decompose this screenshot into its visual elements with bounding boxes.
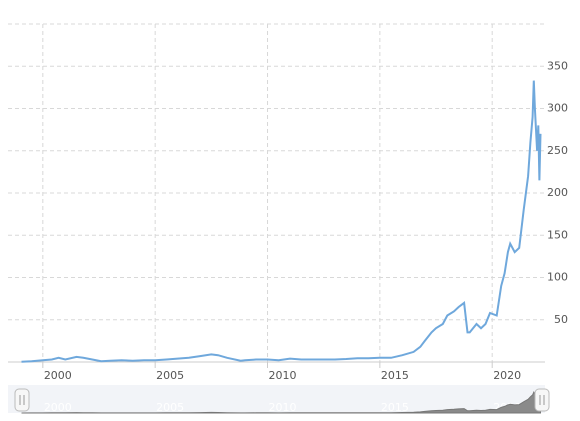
navigator-label: 2000	[44, 401, 72, 414]
y-tick-label: 150	[547, 228, 568, 241]
x-tick-label: 2005	[156, 369, 184, 382]
navigator-label: 2010	[269, 401, 297, 414]
x-tick-label: 2020	[493, 369, 521, 382]
x-tick-label: 2010	[269, 369, 297, 382]
navigator-label: 2005	[156, 401, 184, 414]
y-tick-label: 200	[547, 186, 568, 199]
y-tick-label: 300	[547, 102, 568, 115]
navigator-handle[interactable]	[534, 388, 550, 412]
x-tick-label: 2015	[381, 369, 409, 382]
x-tick-label: 2000	[44, 369, 72, 382]
y-tick-label: 250	[547, 144, 568, 157]
y-tick-label: 50	[554, 313, 568, 326]
y-tick-label: 100	[547, 271, 568, 284]
navigator-series	[21, 391, 541, 414]
y-tick-label: 350	[547, 59, 568, 72]
price-line	[21, 80, 542, 363]
navigator-label: 2015	[381, 401, 409, 414]
navigator-handle[interactable]	[14, 388, 30, 412]
navigator-background	[8, 385, 545, 413]
